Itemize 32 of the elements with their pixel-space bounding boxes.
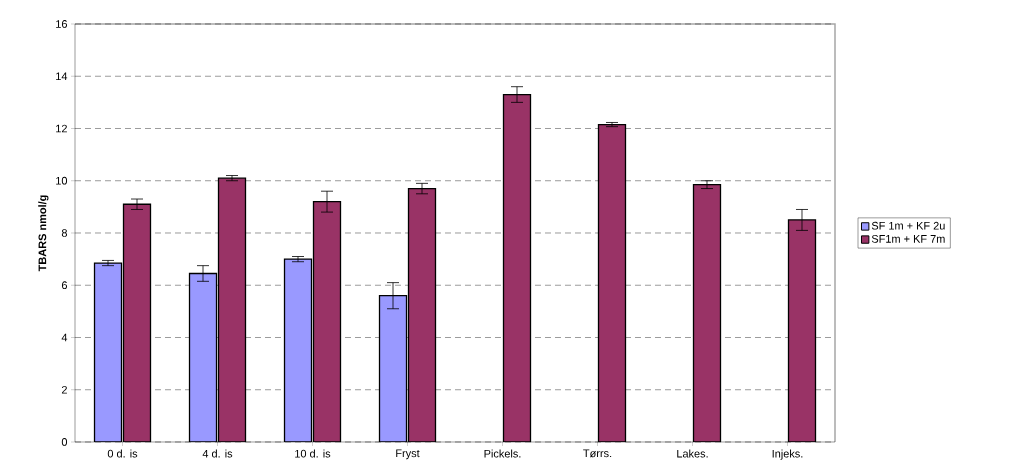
bar bbox=[502, 93, 532, 442]
bar bbox=[312, 200, 342, 442]
x-tick-label: Pickels. bbox=[484, 449, 521, 458]
x-tick-label: Fryst bbox=[396, 449, 420, 460]
bar bbox=[217, 177, 247, 442]
y-tick-label: 0 bbox=[61, 438, 68, 446]
bar bbox=[122, 203, 152, 442]
y-tick-label: 16 bbox=[56, 20, 67, 28]
bar bbox=[787, 219, 817, 442]
x-tick-label: 0 d. is bbox=[107, 449, 138, 458]
y-tick-label: 2 bbox=[61, 385, 67, 394]
legend-label: SF 1m + KF 2u bbox=[871, 221, 945, 230]
x-tick-label: Lakes. bbox=[677, 449, 708, 458]
legend-label: SF1m + KF 7m bbox=[871, 234, 945, 243]
x-tick-label: Injeks. bbox=[772, 449, 803, 460]
y-tick-label: 8 bbox=[61, 229, 67, 237]
x-tick-label: 10 d. is bbox=[295, 449, 331, 458]
y-tick-label: 12 bbox=[56, 124, 67, 133]
bar bbox=[188, 272, 218, 442]
x-tick-label: Tørrs. bbox=[583, 449, 612, 458]
bar bbox=[597, 123, 627, 442]
x-tick-label: 4 d. is bbox=[202, 449, 233, 458]
y-tick-label: 4 bbox=[61, 333, 68, 342]
bar bbox=[378, 295, 408, 442]
bar bbox=[407, 187, 437, 442]
bar bbox=[93, 262, 123, 442]
y-tick-label: 14 bbox=[56, 72, 68, 80]
y-tick-label: 6 bbox=[61, 281, 67, 290]
bar bbox=[283, 258, 313, 442]
y-tick-label: 10 bbox=[56, 176, 68, 185]
y-axis-title: TBARS nmol/g bbox=[38, 195, 49, 272]
bar bbox=[692, 183, 722, 442]
